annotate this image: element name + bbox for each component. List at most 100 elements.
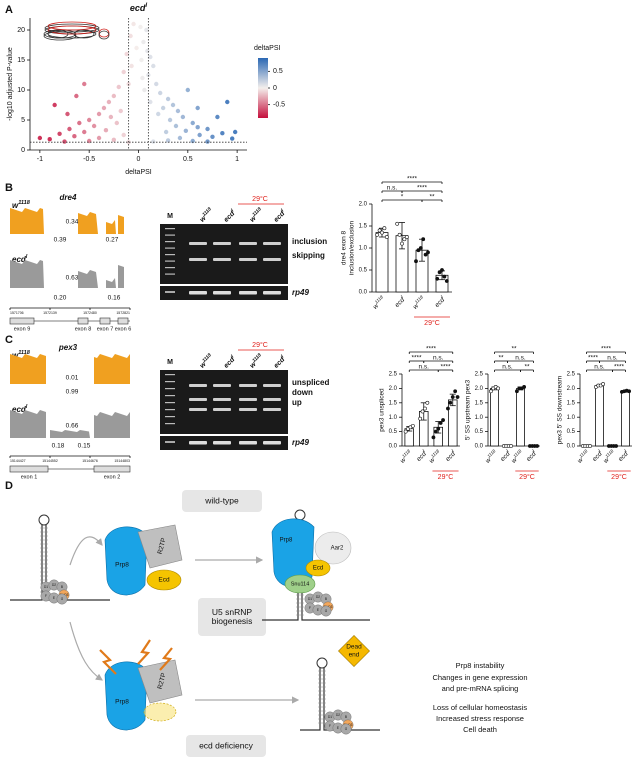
point: [195, 105, 200, 111]
protein-label: R2TP: [157, 672, 168, 690]
x-tick-label-base: ecd: [444, 450, 457, 463]
lane-label: w1118: [247, 206, 265, 224]
x-tick-label-base: w: [399, 455, 408, 464]
x-tick-label: w1118: [575, 448, 592, 465]
y-tick-label: 5: [21, 117, 25, 124]
panel-label: D: [5, 480, 13, 492]
ladder-band: [165, 409, 175, 411]
data-point: [410, 423, 415, 428]
exon-label: exon 1: [21, 474, 38, 480]
exon-box: [93, 465, 131, 473]
junction-arc: [73, 29, 95, 39]
significance-label: n.s.: [387, 185, 398, 192]
band-label: up: [292, 398, 302, 407]
lane-label: w1118: [197, 206, 215, 224]
coverage: [106, 278, 116, 288]
point: [114, 120, 120, 126]
x-tick-label-sup: 1118: [401, 448, 412, 459]
genotype-label-sup: 1118: [18, 200, 31, 206]
data-point: [395, 221, 400, 226]
x-tick-label: 1: [235, 156, 239, 163]
genotype-label-base: ecd: [12, 255, 27, 264]
data-point: [448, 400, 453, 405]
lane-label-sup: l: [230, 207, 236, 213]
condition-label: 29°C: [438, 473, 454, 481]
junction-label: 0.99: [66, 389, 79, 396]
lane-label-sup: 1118: [201, 352, 213, 364]
ladder-band: [165, 402, 175, 404]
sm-protein: [56, 593, 68, 605]
dead-end: [338, 635, 370, 667]
point: [167, 117, 173, 123]
y-tick-label: 0.5: [475, 429, 484, 435]
sm-label: F: [309, 606, 311, 610]
band-label: rp49: [292, 438, 309, 447]
data-point: [416, 248, 421, 253]
lane-label-sup: 1118: [251, 352, 263, 364]
gel-band: [189, 398, 207, 401]
data-point: [418, 246, 423, 250]
y-tick-label: 10: [17, 87, 25, 94]
coverage: [94, 412, 130, 438]
coordinate-label: 1572139: [43, 311, 57, 315]
significance-label: ****: [407, 176, 418, 183]
x-tick-label: ecdl: [443, 448, 458, 463]
ladder-band: [165, 273, 175, 275]
exon-label: exon 6: [115, 326, 132, 332]
y-tick-label: 0.0: [475, 444, 484, 450]
outcome-text: Prp8 instability: [456, 661, 505, 670]
point: [72, 134, 77, 139]
y-tick-label: 0.0: [359, 290, 368, 296]
protein-label: R2TP: [157, 537, 168, 555]
wild-type-label-box: [182, 490, 262, 512]
data-point: [522, 385, 527, 389]
protein-label: Snu114: [291, 581, 310, 587]
gel-band: [213, 398, 231, 401]
coverage: [94, 354, 130, 384]
x-tick-label-sup: l: [597, 448, 602, 453]
point: [205, 126, 210, 132]
data-point: [402, 237, 407, 242]
outcome-text: and pre-mRNA splicing: [442, 684, 519, 693]
lane-label-base: w: [249, 361, 258, 370]
point: [173, 123, 179, 129]
point: [225, 99, 230, 105]
point: [111, 137, 117, 142]
data-point: [515, 389, 519, 394]
y-tick-label: 1.5: [475, 400, 484, 406]
lane-label: ecdl: [271, 353, 287, 369]
significance-label: **: [498, 355, 504, 362]
point: [154, 81, 159, 87]
data-point: [535, 444, 540, 448]
gel-band: [189, 441, 207, 445]
x-tick-label-sup: 1118: [578, 448, 589, 459]
sm-label: D2: [316, 595, 320, 599]
point: [145, 48, 150, 54]
sm-protein: [340, 723, 352, 735]
y-tick-label: 2.5: [475, 372, 484, 378]
lane-label-sup: l: [280, 207, 286, 213]
ladder-band: [165, 267, 175, 269]
gel-band: [263, 384, 281, 387]
sm-label: E: [337, 726, 339, 730]
gel-band: [263, 258, 281, 261]
gel-band: [239, 242, 257, 245]
x-tick-label-sup: 1118: [430, 448, 441, 459]
y-tick-label: 1.5: [567, 400, 576, 406]
junction-label: 0.39: [54, 237, 67, 244]
chart-title: ecdl: [130, 2, 148, 13]
y-tick-label: 0: [21, 147, 25, 154]
data-point: [441, 418, 445, 422]
rna-loop: [316, 657, 328, 669]
gel-band: [239, 398, 257, 401]
bar: [595, 385, 604, 447]
data-point: [397, 232, 402, 237]
ladder-band: [165, 441, 175, 443]
bar: [490, 387, 499, 447]
sm-label: D1: [328, 715, 332, 719]
x-tick-label-base: ecd: [525, 450, 538, 463]
junction-label: 0.15: [78, 443, 91, 450]
data-point: [450, 395, 455, 399]
gel-band: [239, 258, 257, 261]
coordinate-label: 1571706: [10, 311, 24, 315]
